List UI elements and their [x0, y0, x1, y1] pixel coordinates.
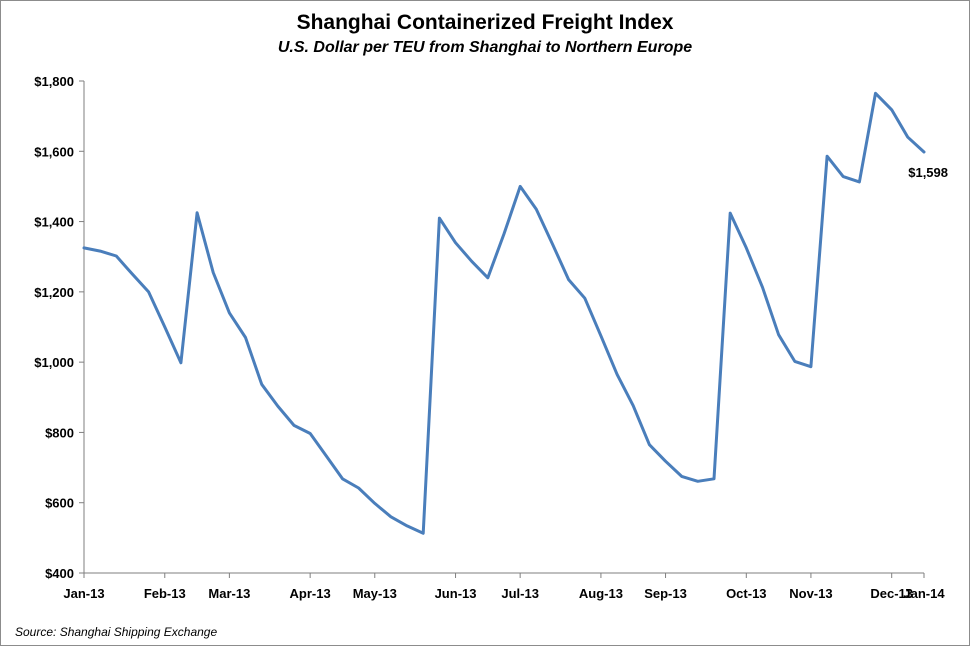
x-tick: Jan-13	[63, 573, 105, 601]
y-tick-label: $1,800	[34, 74, 74, 89]
x-tick-label: Jan-14	[903, 586, 945, 601]
x-tick: Mar-13	[208, 573, 250, 601]
x-tick: Sep-13	[644, 573, 687, 601]
y-tick: $1,800	[34, 74, 84, 89]
x-tick-label: Jun-13	[435, 586, 477, 601]
x-tick-label: Mar-13	[208, 586, 250, 601]
y-tick-label: $1,400	[34, 215, 74, 230]
x-tick-label: Dec-13	[870, 586, 913, 601]
source-note: Source: Shanghai Shipping Exchange	[15, 625, 218, 639]
x-tick: Dec-13	[870, 573, 913, 601]
y-tick: $1,600	[34, 144, 84, 159]
y-tick-label: $1,000	[34, 355, 74, 370]
x-tick: Jul-13	[501, 573, 539, 601]
x-tick: Apr-13	[290, 573, 331, 601]
y-tick: $600	[45, 496, 84, 511]
chart-title: Shanghai Containerized Freight Index	[296, 11, 674, 34]
x-tick-label: Aug-13	[579, 586, 623, 601]
end-value-label: $1,598	[908, 165, 948, 180]
x-tick: Feb-13	[144, 573, 186, 601]
series-line	[82, 91, 926, 535]
y-tick: $800	[45, 425, 84, 440]
x-tick-label: Jan-13	[63, 586, 104, 601]
y-tick-label: $400	[45, 566, 74, 581]
x-tick-label: Nov-13	[789, 586, 832, 601]
y-tick-label: $1,200	[34, 285, 74, 300]
x-tick: Nov-13	[789, 573, 833, 601]
x-tick-label: Oct-13	[726, 586, 766, 601]
y-tick-label: $1,600	[34, 144, 74, 159]
y-tick-label: $600	[45, 496, 74, 511]
x-tick: Jan-14	[903, 573, 945, 601]
x-tick: May-13	[353, 573, 397, 601]
x-tick-label: Feb-13	[144, 586, 186, 601]
x-tick-label: Sep-13	[644, 586, 687, 601]
y-tick: $400	[45, 566, 84, 581]
x-tick-label: Jul-13	[501, 586, 539, 601]
y-tick-label: $800	[45, 425, 74, 440]
y-tick: $1,400	[34, 215, 84, 230]
x-tick: Oct-13	[726, 573, 767, 601]
y-tick: $1,000	[34, 355, 84, 370]
x-tick: Aug-13	[579, 573, 623, 601]
x-tick: Jun-13	[435, 573, 477, 601]
x-tick-label: May-13	[353, 586, 397, 601]
y-tick: $1,200	[34, 285, 84, 300]
chart-subtitle: U.S. Dollar per TEU from Shanghai to Nor…	[277, 39, 693, 56]
x-tick-label: Apr-13	[290, 586, 331, 601]
